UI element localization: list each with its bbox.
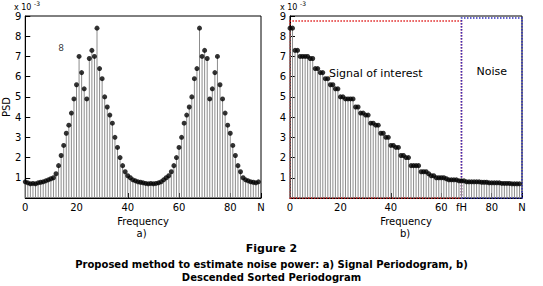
svg-text:7: 7 [15, 51, 21, 62]
svg-text:40: 40 [385, 202, 398, 213]
svg-text:x 10: x 10 [14, 2, 32, 12]
svg-text:3: 3 [15, 132, 21, 143]
svg-text:N: N [257, 202, 264, 213]
svg-text:3: 3 [280, 132, 286, 143]
svg-text:20: 20 [334, 202, 347, 213]
svg-text:0: 0 [22, 202, 28, 213]
svg-text:60: 60 [173, 202, 186, 213]
svg-text:20: 20 [70, 202, 83, 213]
svg-text:fH: fH [456, 202, 467, 213]
svg-text:6: 6 [280, 71, 286, 82]
svg-text:60: 60 [435, 202, 448, 213]
svg-text:N: N [518, 202, 525, 213]
svg-text:1: 1 [15, 172, 21, 183]
svg-text:80: 80 [485, 202, 498, 213]
svg-text:Noise: Noise [476, 65, 507, 78]
svg-text:6: 6 [15, 71, 21, 82]
svg-text:2: 2 [280, 152, 286, 163]
svg-text:1: 1 [280, 172, 286, 183]
svg-text:80: 80 [224, 202, 237, 213]
svg-text:Figure 2: Figure 2 [246, 242, 297, 255]
svg-text:4: 4 [280, 112, 286, 123]
svg-text:b): b) [400, 228, 410, 239]
svg-text:8: 8 [280, 31, 286, 42]
svg-text:0: 0 [287, 202, 293, 213]
svg-text:Proposed method to estimate no: Proposed method to estimate noise power:… [75, 259, 468, 270]
svg-text:Descended Sorted Periodogram: Descended Sorted Periodogram [182, 272, 361, 283]
svg-text:4: 4 [15, 112, 21, 123]
svg-text:a): a) [137, 228, 147, 239]
svg-text:Frequency: Frequency [117, 216, 169, 227]
svg-text:9: 9 [15, 11, 21, 22]
svg-text:7: 7 [280, 51, 286, 62]
svg-text:PSD: PSD [1, 97, 12, 117]
svg-text:5: 5 [280, 91, 286, 102]
svg-text:8: 8 [15, 31, 21, 42]
svg-text:Frequency: Frequency [380, 216, 432, 227]
svg-text:5: 5 [15, 91, 21, 102]
svg-text:40: 40 [121, 202, 134, 213]
svg-text:-3: -3 [34, 0, 40, 7]
svg-text:Signal of interest: Signal of interest [329, 67, 423, 80]
svg-text:9: 9 [280, 11, 286, 22]
svg-text:8: 8 [58, 43, 64, 53]
svg-text:x 10: x 10 [280, 2, 298, 12]
svg-text:2: 2 [15, 152, 21, 163]
svg-text:-3: -3 [300, 0, 306, 7]
